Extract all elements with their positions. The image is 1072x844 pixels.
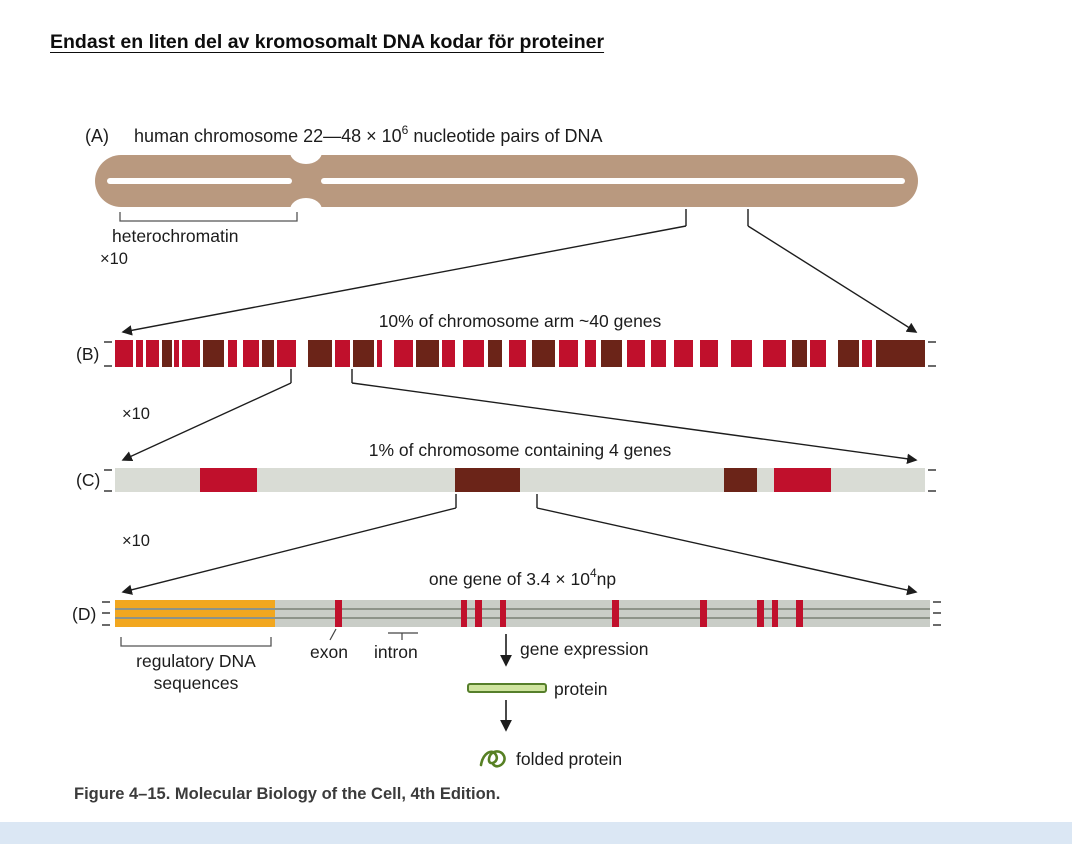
regulatory-bracket bbox=[120, 637, 272, 647]
exon-mark bbox=[612, 600, 619, 627]
bar-segment bbox=[182, 340, 201, 367]
bar-segment bbox=[673, 340, 694, 367]
bar-segment bbox=[626, 340, 645, 367]
exon-intron-leaders bbox=[329, 628, 418, 641]
gene-strand-separator bbox=[115, 608, 930, 610]
panel-a-caption: (A) human chromosome 22—48 × 106 nucleot… bbox=[85, 123, 603, 147]
bar-segment bbox=[442, 340, 456, 367]
exon-mark bbox=[757, 600, 764, 627]
bar-segment bbox=[763, 340, 786, 367]
exon-mark bbox=[499, 600, 507, 627]
regulatory-dna-label-line2: sequences bbox=[153, 673, 239, 693]
bar-d-heading-suffix: np bbox=[596, 569, 617, 589]
folded-protein-label: folded protein bbox=[516, 749, 623, 769]
bar-d-heading-text: one gene of 3.4 × 10 bbox=[428, 569, 590, 589]
panel-c-label: (C) bbox=[76, 470, 101, 490]
bar-d-gene bbox=[115, 600, 930, 627]
bar-segment bbox=[455, 468, 520, 492]
heterochromatin-bracket bbox=[119, 212, 298, 222]
bar-segment bbox=[377, 340, 383, 367]
bar-segment bbox=[792, 340, 807, 367]
exon-leader-line bbox=[329, 628, 337, 641]
protein-label: protein bbox=[554, 679, 608, 699]
bar-segment bbox=[161, 340, 172, 367]
zoom-label-c-d: ×10 bbox=[122, 532, 150, 550]
panel-a-heading-exponent: 6 bbox=[401, 123, 409, 137]
bar-segment bbox=[227, 340, 238, 367]
bar-segment bbox=[558, 340, 579, 367]
chromatid-gap-right-arm bbox=[321, 178, 905, 184]
bar-segment bbox=[145, 340, 159, 367]
gene-strand-separator bbox=[115, 617, 930, 619]
bar-d-heading: one gene of 3.4 × 104np bbox=[115, 566, 930, 590]
bar-b-chromosome-arm bbox=[115, 340, 925, 367]
bar-c-heading: 1% of chromosome containing 4 genes bbox=[368, 440, 672, 460]
bar-segment bbox=[262, 340, 274, 367]
exon-label: exon bbox=[310, 642, 348, 662]
bar-segment bbox=[699, 340, 718, 367]
panel-a-heading: human chromosome 22—48 × 106 nucleotide … bbox=[134, 123, 603, 146]
bar-segment bbox=[136, 340, 143, 367]
bar-segment bbox=[601, 340, 623, 367]
bar-segment bbox=[651, 340, 666, 367]
exon-mark bbox=[335, 600, 342, 627]
bar-segment bbox=[809, 340, 827, 367]
panel-a-heading-suffix: nucleotide pairs of DNA bbox=[408, 126, 603, 146]
exon-mark bbox=[460, 600, 468, 627]
bar-b-heading: 10% of chromosome arm ~40 genes bbox=[378, 311, 662, 331]
chromosome-22-shape bbox=[95, 140, 918, 222]
bar-segment bbox=[335, 340, 350, 367]
bar-segment bbox=[203, 340, 225, 367]
page-title: Endast en liten del av kromosomalt DNA k… bbox=[50, 31, 605, 53]
folded-protein-icon bbox=[479, 750, 506, 768]
bar-segment bbox=[353, 340, 375, 367]
bar-segment bbox=[393, 340, 414, 367]
panel-a-label: (A) bbox=[85, 126, 109, 146]
bar-segment bbox=[277, 340, 297, 367]
bar-segment bbox=[584, 340, 597, 367]
chromatid-gap-left-arm bbox=[107, 178, 292, 184]
bar-d-heading-exponent: 4 bbox=[589, 566, 597, 581]
intron-label: intron bbox=[374, 642, 418, 662]
centromere-notch-bottom bbox=[290, 198, 322, 222]
exon-mark bbox=[700, 600, 707, 627]
slide-footer-strip bbox=[0, 822, 1072, 844]
protein-bar bbox=[467, 683, 547, 693]
figure-caption: Figure 4–15. Molecular Biology of the Ce… bbox=[74, 785, 501, 803]
bar-c-chromosome-region bbox=[115, 468, 925, 492]
panel-d-label: (D) bbox=[72, 604, 97, 624]
bar-segment bbox=[115, 340, 133, 367]
bar-segment bbox=[416, 340, 439, 367]
bar-segment bbox=[242, 340, 260, 367]
bar-segment bbox=[463, 340, 485, 367]
exon-mark bbox=[796, 600, 803, 627]
bar-segment bbox=[773, 468, 832, 492]
bar-segment bbox=[730, 340, 752, 367]
zoom-label-a-b: ×10 bbox=[100, 250, 128, 268]
zoom-label-b-c: ×10 bbox=[122, 405, 150, 423]
bar-segment bbox=[724, 468, 758, 492]
bar-segment bbox=[508, 340, 527, 367]
bar-segment bbox=[200, 468, 257, 492]
regulatory-dna-label: regulatory DNA sequences bbox=[116, 650, 276, 694]
bar-segment bbox=[174, 340, 179, 367]
heterochromatin-label: heterochromatin bbox=[112, 226, 239, 246]
exon-mark bbox=[771, 600, 779, 627]
bar-segment bbox=[861, 340, 872, 367]
regulatory-dna-label-line1: regulatory DNA bbox=[136, 651, 256, 671]
panel-b-label: (B) bbox=[76, 344, 100, 364]
gene-expression-label: gene expression bbox=[520, 639, 649, 659]
bar-segment bbox=[837, 340, 859, 367]
bar-segment bbox=[307, 340, 333, 367]
regulatory-region bbox=[115, 600, 275, 627]
bar-segment bbox=[532, 340, 555, 367]
panel-a-heading-text: human chromosome 22—48 × 10 bbox=[134, 126, 402, 146]
exon-mark bbox=[475, 600, 482, 627]
chromosome-body bbox=[95, 155, 918, 207]
bar-segment bbox=[876, 340, 925, 367]
bar-segment bbox=[487, 340, 503, 367]
